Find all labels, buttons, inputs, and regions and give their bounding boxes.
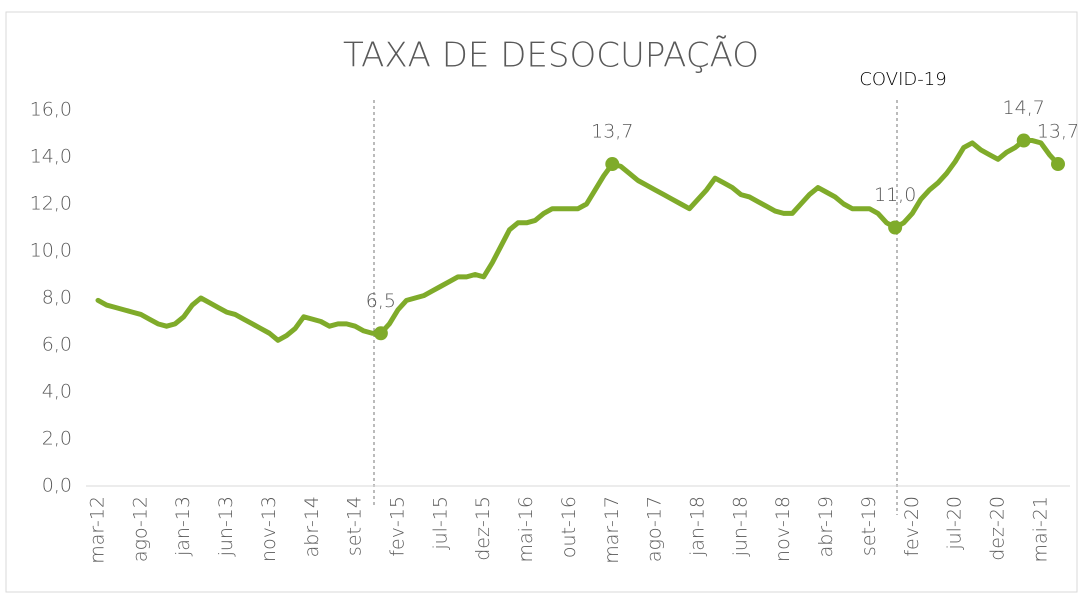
x-tick-label: nov-13 [258,496,280,562]
x-tick-label: mar-17 [601,496,623,564]
y-tick-label: 0,0 [42,475,72,497]
x-tick-label: jun-13 [215,496,237,557]
x-tick-label: nov-18 [772,496,794,562]
y-tick-label: 10,0 [30,240,72,262]
data-point [888,220,903,235]
x-tick-label: set-14 [344,496,366,556]
x-tick-label: fev-15 [387,496,409,557]
data-label: 11,0 [874,184,916,206]
data-point [605,157,620,172]
data-point [373,326,388,341]
x-tick-label: abr-14 [301,496,323,557]
x-tick-label: dez-20 [987,496,1009,561]
x-tick-label: jul-15 [429,496,451,551]
x-tick-label: set-19 [858,496,880,556]
data-label: 6,5 [366,290,396,312]
x-tick-label: abr-19 [815,496,837,557]
data-point [1016,133,1031,148]
x-tick-label: fev-20 [901,496,923,557]
y-tick-label: 12,0 [30,193,72,215]
x-tick-label: jan-13 [172,496,194,557]
data-point [1051,157,1065,172]
x-tick-label: mai-16 [515,496,537,562]
data-label: 13,7 [1037,121,1078,143]
data-label: 14,7 [1003,97,1045,119]
y-tick-label: 2,0 [42,428,72,450]
x-tick-label: jul-20 [944,496,966,551]
x-tick-label: out-16 [558,496,580,558]
y-tick-label: 4,0 [42,381,72,403]
y-tick-label: 16,0 [30,99,72,121]
data-label: 13,7 [591,121,633,143]
y-tick-label: 8,0 [42,287,72,309]
x-tick-label: dez-15 [472,496,494,561]
x-tick-label: ago-12 [129,496,151,562]
x-tick-label: mar-12 [87,496,109,564]
x-tick-label: jan-18 [687,496,709,557]
x-tick-label: ago-17 [644,496,666,562]
x-tick-label: jun-18 [729,496,751,557]
annotation: COVID-19 [859,69,946,90]
y-tick-label: 14,0 [30,146,72,168]
chart-border [5,11,1078,593]
x-tick-label: mai-21 [1029,496,1051,562]
chart-title: TAXA DE DESOCUPAÇÃO [343,36,759,76]
y-tick-label: 6,0 [42,334,72,356]
